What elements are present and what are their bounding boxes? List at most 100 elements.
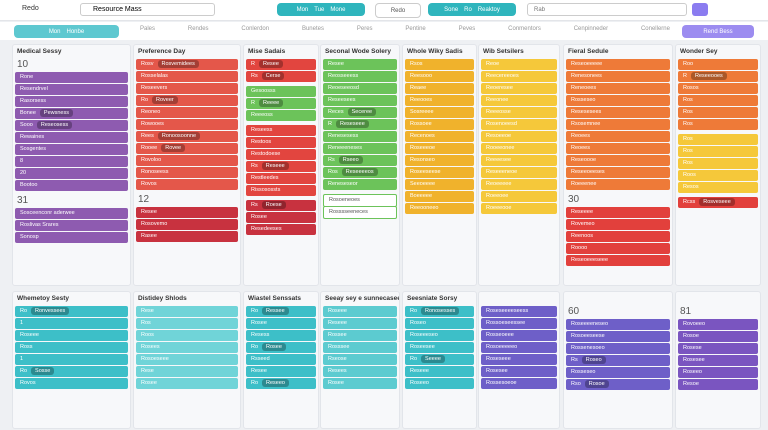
card[interactable]: Reseoeeeseee: [566, 255, 670, 266]
card[interactable]: Rcss Rosveseee: [678, 197, 758, 208]
card[interactable]: Rs Rseeo: [323, 155, 397, 166]
card[interactable]: Resos: [678, 182, 758, 193]
card[interactable]: Resee: [136, 207, 238, 218]
card[interactable]: Reseeeneoe: [481, 167, 557, 178]
card[interactable]: Rooeeonee: [481, 143, 557, 154]
filter[interactable]: Cenpinneder: [573, 26, 609, 32]
card[interactable]: Roseseee: [481, 354, 557, 365]
title-field[interactable]: Resource Mass: [80, 3, 215, 16]
card[interactable]: Rovoeeo: [678, 319, 758, 330]
card[interactable]: Rosenoeesd: [481, 119, 557, 130]
card[interactable]: 8: [15, 156, 128, 167]
card[interactable]: Rosoeeseese: [566, 331, 670, 342]
card[interactable]: Reenoos: [566, 231, 670, 242]
card[interactable]: Rossenesoeo: [566, 343, 670, 354]
card[interactable]: Ross: [15, 342, 128, 353]
tab[interactable]: Sone: [444, 6, 459, 13]
card[interactable]: Resesesees: [566, 107, 670, 118]
tab[interactable]: Ro: [464, 6, 472, 13]
card[interactable]: Rosovemo: [136, 219, 238, 230]
card[interactable]: Rsos: [405, 59, 474, 70]
card[interactable]: R Resee: [246, 59, 316, 70]
card[interactable]: Rosoeeeeeo: [481, 342, 557, 353]
card[interactable]: Reseevers: [136, 83, 238, 94]
card[interactable]: Roseeo: [678, 367, 758, 378]
card[interactable]: Sooo Reseosess: [15, 120, 128, 131]
card[interactable]: Rovos: [15, 378, 128, 389]
card[interactable]: Reoeresee: [481, 83, 557, 94]
card[interactable]: Ros: [678, 146, 758, 157]
card[interactable]: Bonee Pewsness: [15, 108, 128, 119]
card[interactable]: Roseo: [405, 318, 474, 329]
card[interactable]: Roseeeoe: [405, 143, 474, 154]
filter[interactable]: Conmentors: [508, 26, 541, 32]
card[interactable]: Sosreeee: [405, 107, 474, 118]
card[interactable]: Resoe: [678, 379, 758, 390]
tab[interactable]: Reaktoy: [477, 6, 500, 13]
card[interactable]: Rosee: [323, 378, 397, 389]
filter[interactable]: Bunetes: [301, 26, 324, 32]
card[interactable]: Rovemeo: [566, 219, 670, 230]
card[interactable]: Roos: [678, 170, 758, 181]
card[interactable]: 1: [15, 354, 128, 365]
card[interactable]: Rowooes: [136, 119, 238, 130]
card[interactable]: Ros: [678, 134, 758, 145]
card[interactable]: Reeeoss: [246, 110, 316, 121]
card[interactable]: Rosselalas: [136, 71, 238, 82]
card[interactable]: Ros: [678, 95, 758, 106]
card[interactable]: Roeeoee: [481, 191, 557, 202]
card[interactable]: Rs Reseee: [246, 161, 316, 172]
card[interactable]: Rosee: [246, 318, 316, 329]
card[interactable]: Rossesoeoe: [481, 378, 557, 389]
card[interactable]: Rooee Rovee: [136, 143, 238, 154]
card[interactable]: Rissosossts: [246, 185, 316, 196]
card[interactable]: Roseeo: [405, 378, 474, 389]
card[interactable]: Reoneo: [136, 107, 238, 118]
card[interactable]: Resendrvel: [15, 84, 128, 95]
card[interactable]: Reoees: [566, 143, 670, 154]
filter[interactable]: Peves: [458, 26, 476, 32]
card[interactable]: Rosee: [136, 378, 238, 389]
card[interactable]: Roseeeseo: [405, 330, 474, 341]
action-button[interactable]: Rend Bess: [682, 25, 754, 38]
card[interactable]: Rosos: [678, 83, 758, 94]
card[interactable]: Sosceenconr aderwee: [15, 208, 128, 219]
card[interactable]: Restleedes: [246, 173, 316, 184]
card[interactable]: Reeeosse: [481, 107, 557, 118]
card[interactable]: R Reseseee: [323, 119, 397, 130]
filter[interactable]: Peres: [356, 26, 373, 32]
card[interactable]: Renesonees: [566, 71, 670, 82]
card[interactable]: Ros: [136, 318, 238, 329]
card[interactable]: Resee: [246, 366, 316, 377]
card[interactable]: Ro Seeee: [405, 354, 474, 365]
card[interactable]: Ro Ronvessees: [15, 306, 128, 317]
card[interactable]: Resoeeoe: [481, 131, 557, 142]
card[interactable]: Rosssseeneces: [323, 206, 397, 219]
card[interactable]: Reseeoeeses: [566, 167, 670, 178]
card[interactable]: Resees: [323, 366, 397, 377]
card[interactable]: Ros: [678, 158, 758, 169]
card[interactable]: Ro Reseeo: [246, 378, 316, 389]
card[interactable]: Rosseseo: [566, 367, 670, 378]
card[interactable]: Rs Roese: [246, 200, 316, 211]
card[interactable]: Restodoese: [246, 149, 316, 160]
card[interactable]: Ros Reseeeeos: [323, 167, 397, 178]
card[interactable]: Rese: [136, 306, 238, 317]
card[interactable]: Reosseeess: [323, 71, 397, 82]
card[interactable]: Reseoeeeee: [566, 59, 670, 70]
card[interactable]: Roseseeeeseess: [481, 306, 557, 317]
tab[interactable]: Mon: [296, 6, 309, 13]
card[interactable]: Rees Ronoosoonne: [136, 131, 238, 142]
filter[interactable]: Conlerdon: [241, 26, 270, 32]
tab[interactable]: Tue: [314, 6, 325, 13]
card[interactable]: 20: [15, 168, 128, 179]
card[interactable]: Reeooneeo: [405, 203, 474, 214]
card[interactable]: Roeeeooe: [481, 203, 557, 214]
card[interactable]: Rasee: [136, 231, 238, 242]
card[interactable]: Ros: [678, 107, 758, 118]
card[interactable]: Boeeeee: [405, 191, 474, 202]
card[interactable]: Roseesee: [405, 342, 474, 353]
card[interactable]: Rseose: [323, 354, 397, 365]
card[interactable]: Reneoees: [566, 83, 670, 94]
card[interactable]: Resess: [246, 330, 316, 341]
